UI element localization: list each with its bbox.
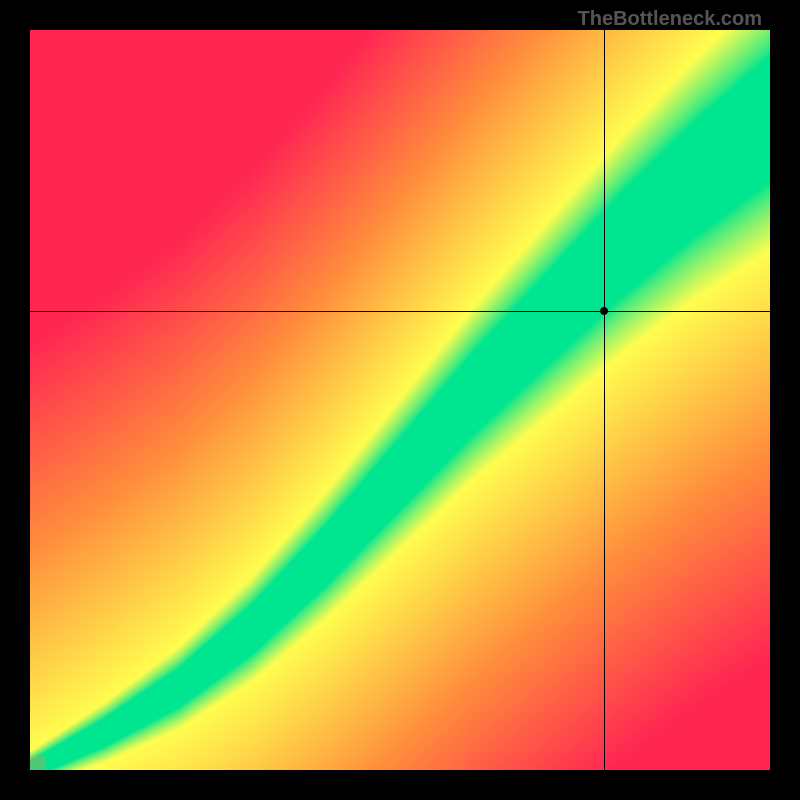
watermark-text: TheBottleneck.com [578, 8, 762, 31]
crosshair-horizontal [30, 311, 770, 312]
bottleneck-heatmap-container: TheBottleneck.com [0, 0, 800, 800]
crosshair-vertical [604, 30, 605, 770]
intersection-marker [600, 307, 608, 315]
heatmap-canvas [30, 30, 770, 770]
heatmap-plot [30, 30, 770, 770]
